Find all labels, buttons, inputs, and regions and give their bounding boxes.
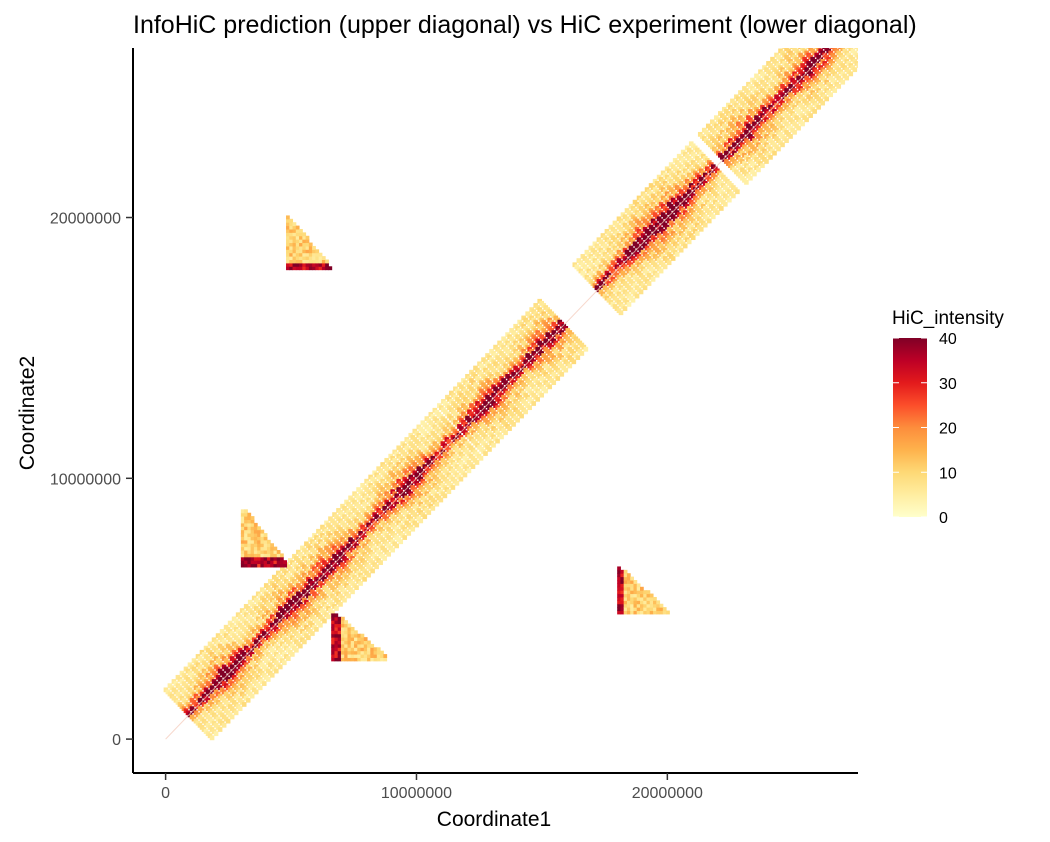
- legend-tick-label: 10: [939, 465, 957, 482]
- color-legend: HiC_intensity 0 10 20 30 40: [892, 308, 1004, 527]
- x-axis-title: Coordinate1: [437, 808, 551, 831]
- y-axis-title: Coordinate2: [16, 356, 39, 470]
- y-tick-label: 20000000: [50, 211, 121, 228]
- chart-title: InfoHiC prediction (upper diagonal) vs H…: [133, 11, 917, 39]
- legend-title: HiC_intensity: [892, 308, 1004, 329]
- diagonal-block: [697, 48, 858, 185]
- offdiag-block: [617, 566, 670, 615]
- offdiag-block: [331, 613, 388, 662]
- diagonal-block: [437, 298, 589, 456]
- x-tick-label: 10000000: [381, 785, 452, 802]
- offdiag-block: [286, 215, 333, 271]
- diagonal-block: [163, 407, 484, 741]
- legend-tick-label: 20: [939, 421, 957, 438]
- x-tick-label: 20000000: [632, 785, 703, 802]
- y-tick-label: 10000000: [50, 471, 121, 488]
- plot-area: [163, 48, 858, 741]
- axes: 0 10000000 20000000 0 10000000 20000000: [50, 48, 858, 802]
- legend-tick-label: 0: [939, 510, 948, 527]
- offdiag-block: [240, 509, 288, 568]
- y-tick-label: 0: [112, 732, 121, 749]
- legend-tick-label: 40: [939, 331, 957, 348]
- diagonal-block: [572, 141, 740, 316]
- x-tick-label: 0: [161, 785, 170, 802]
- legend-tick-label: 30: [939, 376, 957, 393]
- diagonal-line: [165, 52, 826, 740]
